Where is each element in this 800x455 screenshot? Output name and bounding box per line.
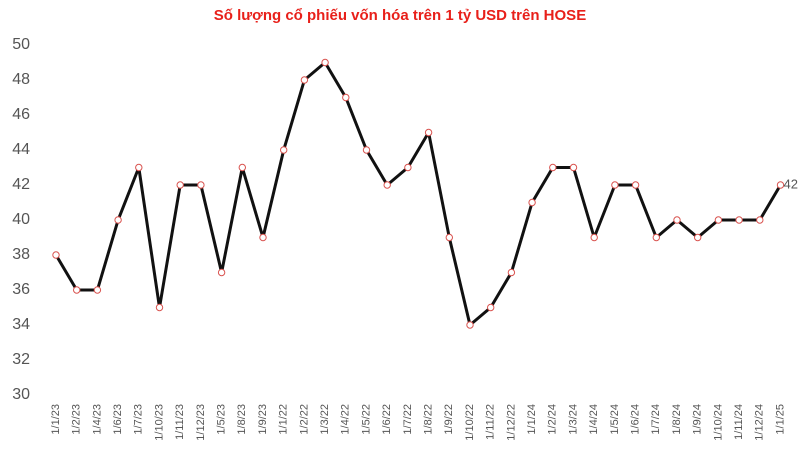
- marker: [197, 181, 205, 189]
- x-tick-label: 1/1/25: [774, 404, 786, 435]
- x-tick-label: 1/2/22: [298, 404, 310, 435]
- marker: [673, 216, 681, 224]
- x-tick-label: 1/5/22: [360, 404, 372, 435]
- marker: [528, 198, 536, 207]
- x-tick-label: 1/4/23: [91, 404, 103, 435]
- marker: [52, 251, 60, 259]
- x-tick-label: 1/1/22: [278, 404, 290, 435]
- marker: [176, 181, 184, 189]
- x-tick-label: 1/7/23: [133, 404, 145, 435]
- x-tick-label: 1/8/22: [423, 404, 435, 435]
- marker: [155, 303, 164, 312]
- y-tick-label: 46: [12, 106, 30, 123]
- marker: [404, 163, 412, 172]
- marker: [611, 181, 619, 189]
- x-tick-label: 1/8/24: [671, 404, 683, 435]
- x-tick-label: 1/4/24: [588, 404, 600, 435]
- marker: [217, 268, 226, 277]
- marker: [321, 58, 329, 67]
- marker: [280, 146, 288, 154]
- marker: [238, 163, 247, 172]
- y-tick-label: 44: [12, 141, 30, 158]
- x-tick-label: 1/12/24: [754, 404, 766, 441]
- y-tick-label: 32: [12, 351, 30, 368]
- x-tick-label: 1/8/23: [236, 404, 248, 435]
- marker: [342, 93, 350, 102]
- x-tick-label: 1/11/24: [733, 404, 745, 440]
- x-tick-label: 1/2/24: [547, 404, 559, 435]
- marker: [714, 216, 723, 224]
- marker: [259, 233, 267, 242]
- marker: [756, 216, 764, 224]
- marker: [424, 128, 433, 137]
- y-tick-label: 36: [12, 281, 30, 298]
- x-tick-label: 1/11/23: [174, 404, 186, 440]
- x-tick-label: 1/9/23: [257, 404, 269, 435]
- x-tick-label: 1/6/24: [630, 404, 642, 435]
- y-tick-label: 40: [12, 211, 30, 228]
- x-tick-label: 1/10/22: [464, 404, 476, 441]
- x-tick-label: 1/12/23: [195, 404, 207, 441]
- data-label: 42: [784, 176, 798, 191]
- marker: [694, 233, 702, 242]
- x-tick-label: 1/6/22: [381, 404, 393, 435]
- x-tick-label: 1/10/24: [712, 404, 724, 441]
- x-tick-label: 1/2/23: [71, 404, 83, 435]
- x-tick-label: 1/3/24: [567, 404, 579, 435]
- x-tick-label: 1/5/23: [216, 404, 228, 435]
- marker: [445, 233, 453, 242]
- y-tick-label: 30: [12, 386, 30, 403]
- x-tick-label: 1/11/22: [485, 404, 497, 440]
- x-tick-label: 1/3/22: [319, 404, 331, 435]
- x-tick-label: 1/7/24: [650, 404, 662, 435]
- marker: [362, 146, 371, 154]
- marker: [135, 163, 143, 172]
- marker: [569, 163, 578, 172]
- marker: [776, 181, 785, 189]
- x-tick-label: 1/7/22: [402, 404, 414, 435]
- marker: [114, 216, 122, 224]
- marker: [590, 233, 598, 242]
- marker: [549, 163, 557, 172]
- y-tick-label: 50: [12, 36, 30, 53]
- marker: [735, 216, 743, 224]
- x-tick-label: 1/4/22: [340, 404, 352, 435]
- x-tick-label: 1/1/24: [526, 404, 538, 435]
- marker: [507, 268, 516, 277]
- marker: [466, 321, 474, 329]
- marker: [300, 76, 309, 84]
- marker: [487, 303, 495, 312]
- marker: [631, 181, 640, 189]
- line: [54, 61, 782, 327]
- y-tick-label: 42: [12, 176, 30, 193]
- x-tick-label: 1/6/23: [112, 404, 124, 435]
- chart-title: Số lượng cổ phiếu vốn hóa trên 1 tỷ USD …: [214, 7, 586, 24]
- x-tick-label: 1/10/23: [153, 404, 165, 441]
- x-tick-label: 1/9/24: [692, 404, 704, 435]
- marker: [93, 286, 102, 294]
- marker: [652, 233, 660, 242]
- x-tick-label: 1/9/22: [443, 404, 455, 435]
- x-tick-label: 1/1/23: [50, 404, 62, 435]
- marker: [383, 181, 391, 189]
- x-tick-label: 1/5/24: [609, 404, 621, 435]
- y-tick-label: 48: [12, 71, 30, 88]
- marker: [73, 286, 81, 294]
- x-tick-label: 1/12/22: [505, 404, 517, 441]
- y-tick-label: 34: [12, 316, 30, 333]
- y-tick-label: 38: [12, 246, 30, 263]
